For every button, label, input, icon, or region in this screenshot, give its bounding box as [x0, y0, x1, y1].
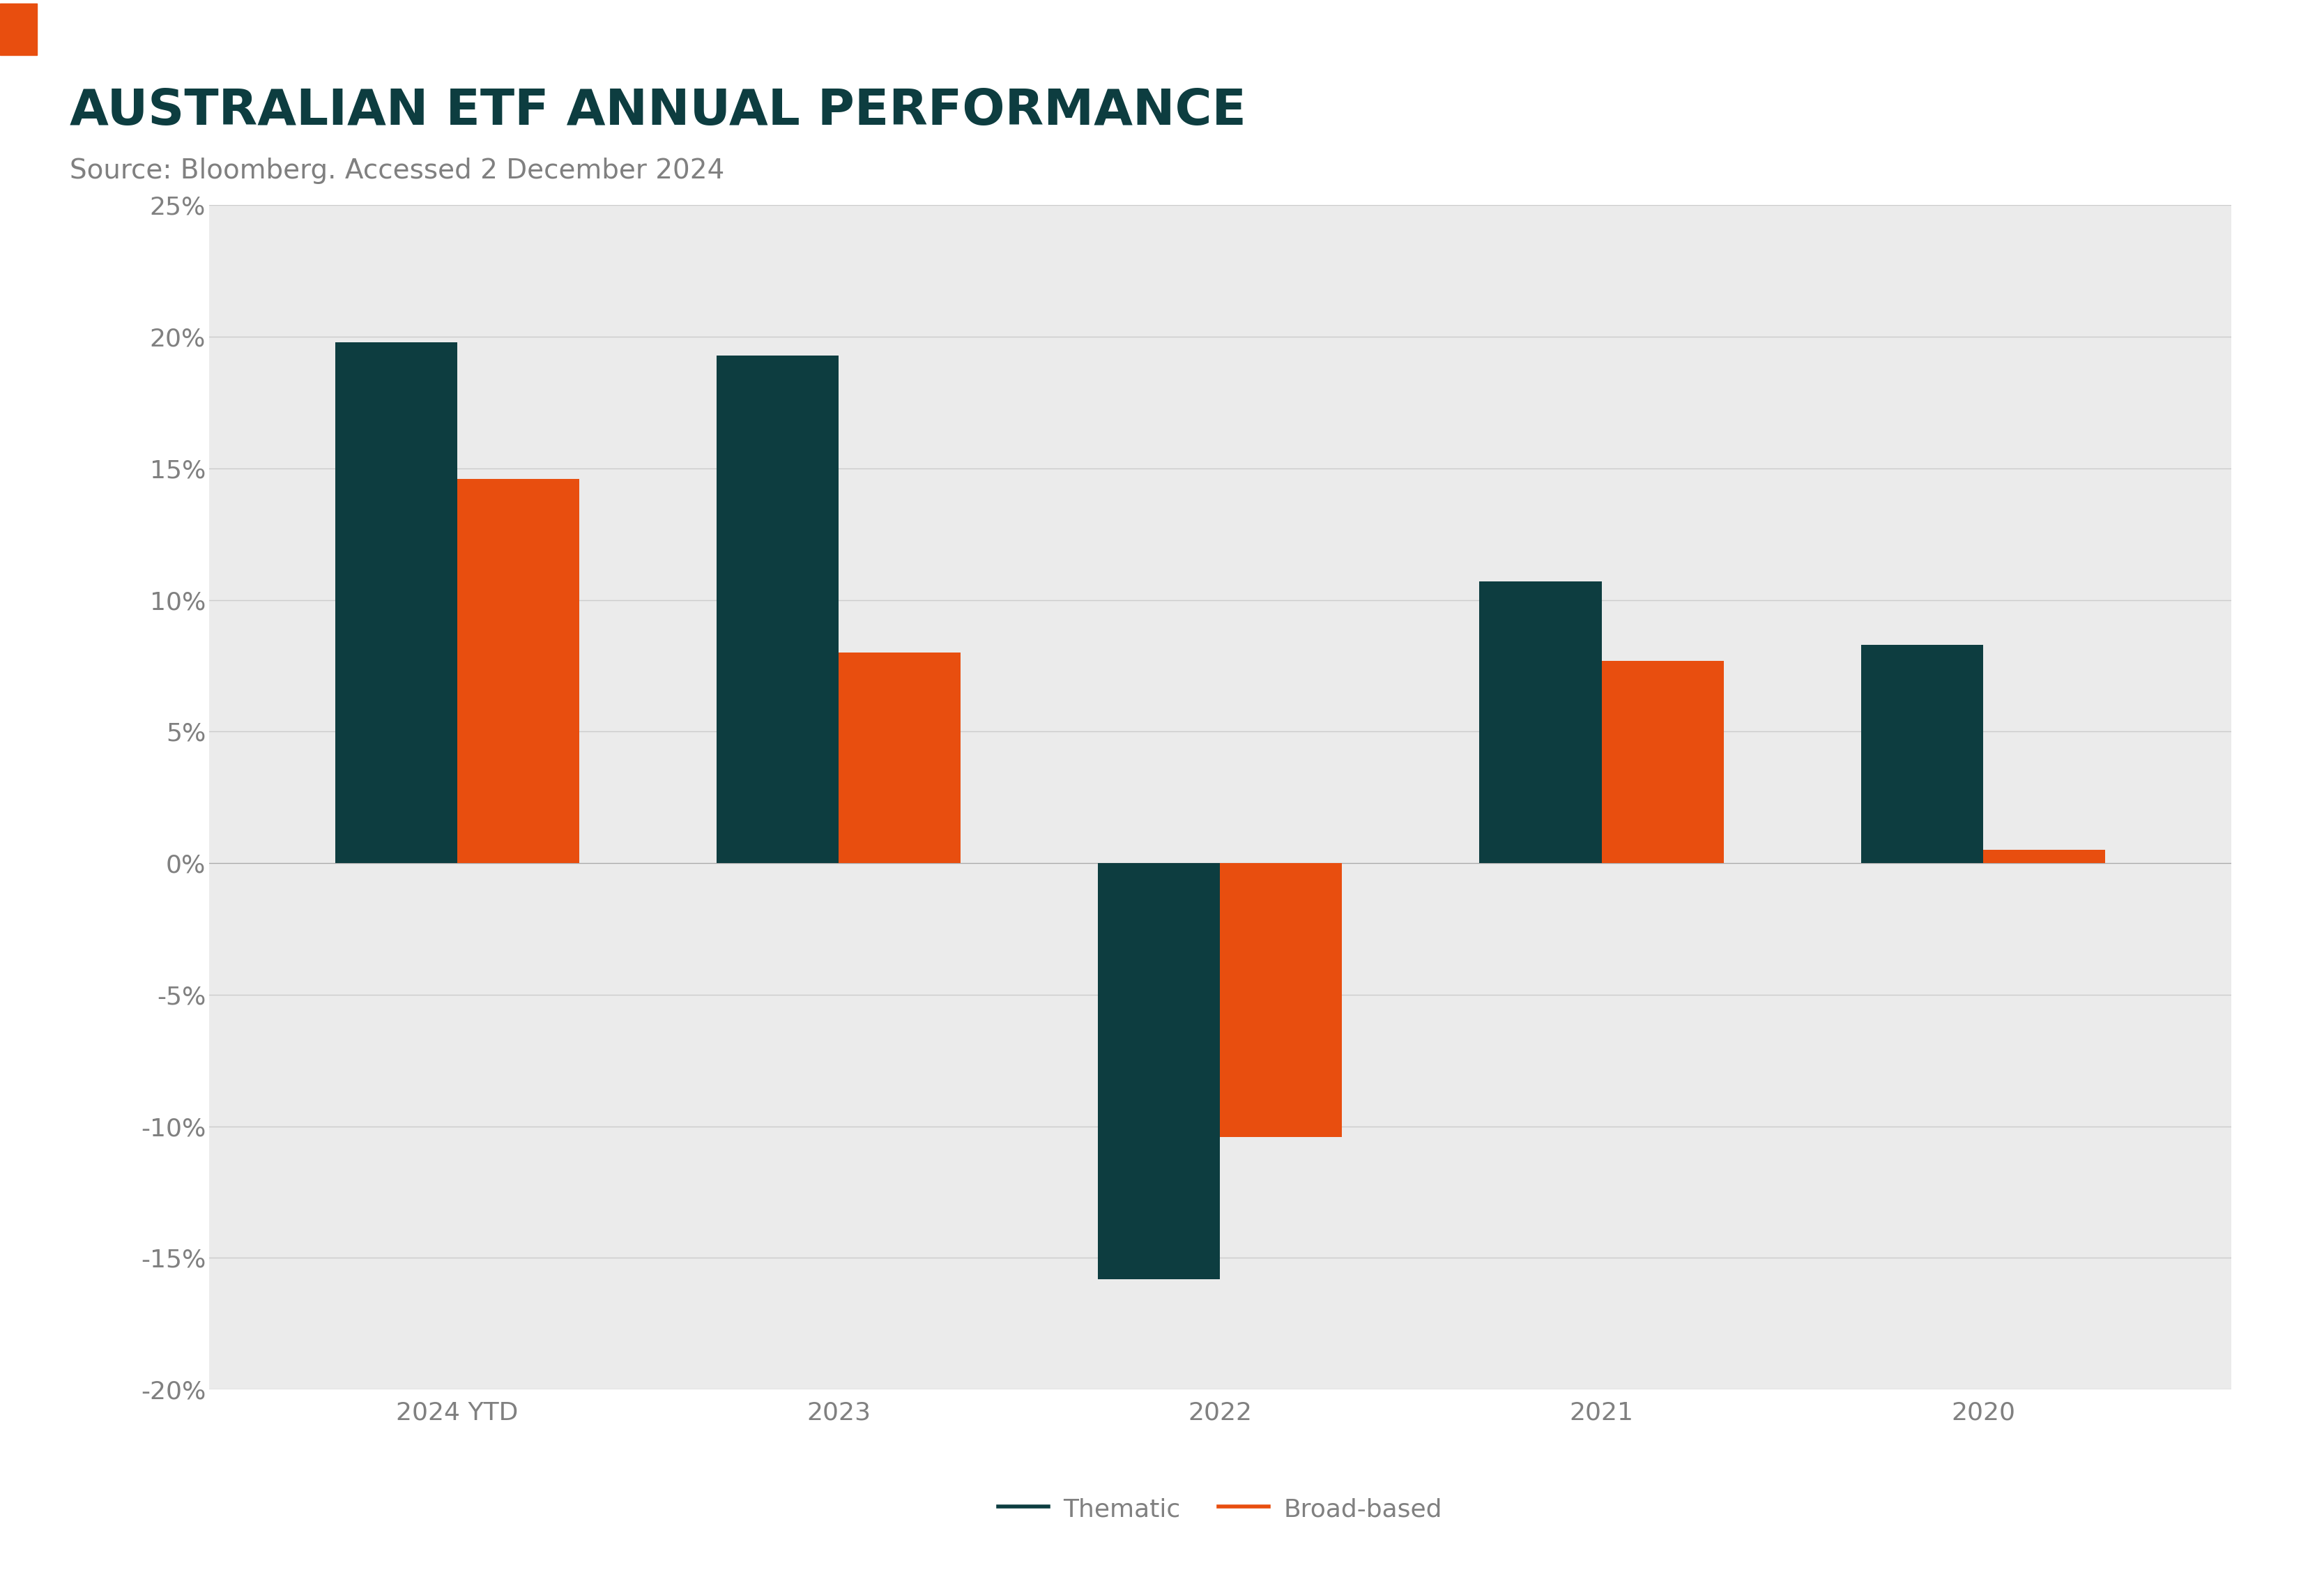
Bar [839, 652, 960, 864]
Bar [1097, 864, 1220, 1279]
Bar [1220, 864, 1343, 1137]
Text: Source: Bloomberg. Accessed 2 December 2024: Source: Bloomberg. Accessed 2 December 2… [70, 158, 725, 185]
Bar [458, 478, 579, 864]
Text: AUSTRALIAN ETF ANNUAL PERFORMANCE: AUSTRALIAN ETF ANNUAL PERFORMANCE [70, 87, 1246, 134]
Bar [335, 343, 458, 864]
Legend: Thematic, Broad-based: Thematic, Broad-based [997, 1497, 1443, 1522]
Bar [716, 355, 839, 864]
Bar [1982, 850, 2106, 864]
Bar [1862, 644, 1982, 864]
Bar [1601, 660, 1724, 864]
Bar [1480, 581, 1601, 864]
